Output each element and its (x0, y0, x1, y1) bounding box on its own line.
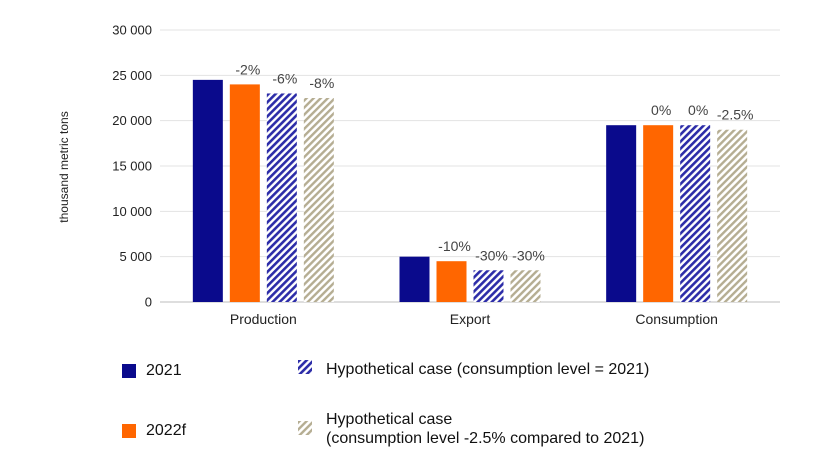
y-tick-label: 5 000 (119, 249, 152, 264)
data-label: -6% (272, 70, 297, 86)
category-label: Consumption (635, 311, 718, 327)
y-tick-label: 20 000 (112, 113, 152, 128)
category-label: Export (450, 311, 491, 327)
y-tick-label: 10 000 (112, 204, 152, 219)
legend-label-hypothetical-1: Hypothetical case (consumption level = 2… (326, 361, 650, 378)
legend-swatch-2021 (122, 364, 136, 378)
bar-production-series-1 (229, 84, 260, 303)
legend-label-hypothetical-2: Hypothetical case (consumption level -2.… (326, 410, 644, 448)
bars (192, 79, 748, 303)
legend-swatch-hypothetical-1 (298, 360, 312, 374)
legend-label-2022f: 2022f (146, 422, 187, 439)
category-labels: Production Export Consumption (230, 311, 718, 327)
bar-production-series-3 (303, 98, 334, 302)
y-tick-label: 25 000 (112, 68, 152, 83)
bar-export-series-3 (510, 270, 541, 302)
bar-export-series-1 (436, 261, 467, 302)
bar-consumption-series-2 (680, 125, 711, 302)
legend-swatch-2022f (122, 424, 136, 438)
legend-label-2021: 2021 (146, 362, 182, 379)
data-label: -2.5% (717, 107, 754, 123)
category-label: Production (230, 311, 297, 327)
y-axis-ticks: 0 5 000 10 000 15 000 20 000 25 000 30 000 (112, 23, 152, 310)
y-tick-label: 0 (145, 295, 152, 310)
data-labels: -2%-6% -8%-10%-30% -30%0% 0% -2.5% (235, 61, 753, 263)
data-label: -10% (438, 238, 471, 254)
data-label: 0% (651, 102, 671, 118)
y-axis-title: thousand metric tons (57, 111, 71, 222)
bar-consumption-series-1 (643, 125, 674, 302)
y-tick-label: 15 000 (112, 159, 152, 174)
bar-production-series-2 (266, 93, 297, 302)
bar-consumption-series-0 (606, 125, 637, 302)
bar-export-series-0 (399, 256, 430, 302)
legend-label-hypothetical-2-line1: Hypothetical case (326, 411, 453, 428)
bar-export-series-2 (473, 270, 504, 302)
bar-production-series-0 (192, 79, 223, 302)
data-label: -30% (475, 247, 508, 263)
bar-chart: 0 5 000 10 000 15 000 20 000 25 000 30 000 -2%… (57, 23, 780, 327)
bar-consumption-series-3 (717, 129, 748, 302)
data-label: -8% (309, 75, 334, 91)
y-tick-label: 30 000 (112, 23, 152, 38)
data-label: 0% (688, 102, 708, 118)
legend-label-hypothetical-2-line2: (consumption level -2.5% compared to 202… (326, 430, 645, 447)
data-label: -2% (235, 61, 260, 77)
data-label: -30% (512, 247, 545, 263)
legend-swatch-hypothetical-2 (298, 421, 312, 435)
gridlines (160, 29, 780, 303)
